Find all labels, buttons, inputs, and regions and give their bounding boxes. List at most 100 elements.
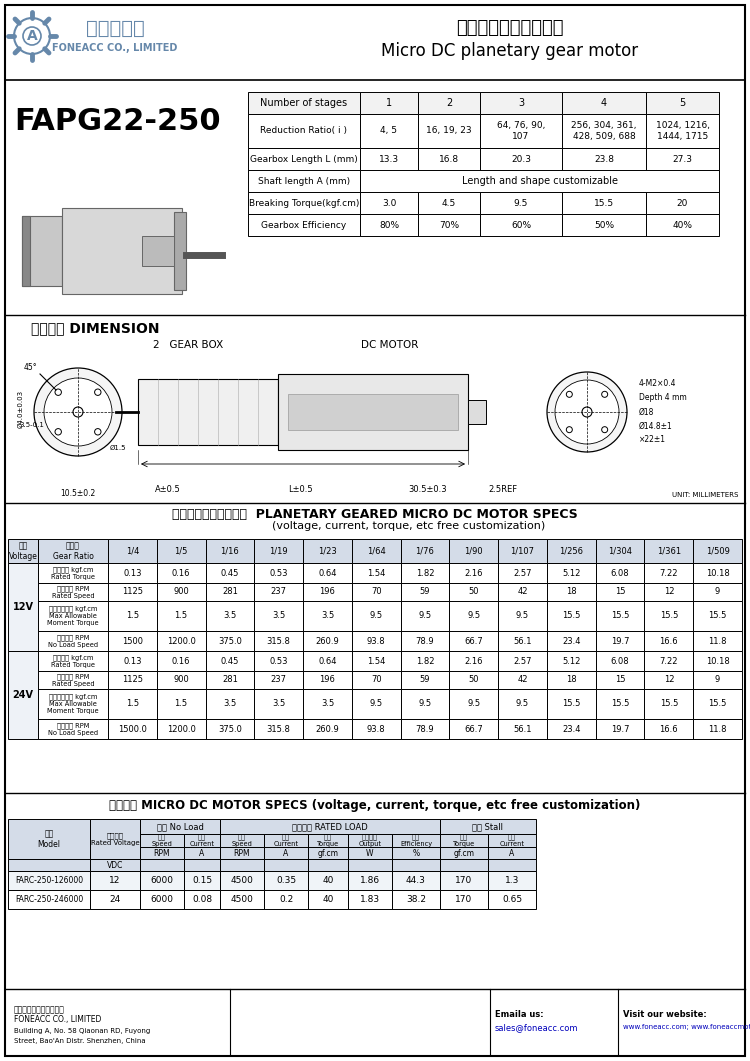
Bar xyxy=(254,719,303,740)
Bar xyxy=(220,819,440,834)
Bar xyxy=(248,92,360,114)
Text: 外形尺寸 DIMENSION: 外形尺寸 DIMENSION xyxy=(31,321,159,335)
Text: 281: 281 xyxy=(222,676,238,684)
Bar xyxy=(90,871,140,890)
Text: 2.57: 2.57 xyxy=(513,657,532,665)
Text: 1024, 1216,
1444, 1715: 1024, 1216, 1444, 1715 xyxy=(656,121,710,141)
Text: 堵转 Stall: 堵转 Stall xyxy=(472,822,503,831)
Bar xyxy=(562,114,646,147)
Text: RPM: RPM xyxy=(154,849,170,857)
Text: (voltage, current, torque, etc free customization): (voltage, current, torque, etc free cust… xyxy=(272,521,545,530)
Bar xyxy=(220,859,264,871)
Text: 70: 70 xyxy=(371,676,382,684)
Bar xyxy=(547,671,596,689)
Bar xyxy=(562,147,646,170)
Bar xyxy=(360,170,719,192)
Bar xyxy=(157,563,206,582)
Text: 转速
Speed: 转速 Speed xyxy=(152,834,172,848)
Bar xyxy=(254,651,303,671)
Bar xyxy=(248,170,360,192)
Text: Length and shape customizable: Length and shape customizable xyxy=(461,176,617,186)
Circle shape xyxy=(94,429,101,435)
Text: 1125: 1125 xyxy=(122,588,143,596)
Text: Gearbox Efficiency: Gearbox Efficiency xyxy=(261,221,346,229)
Bar xyxy=(693,582,742,601)
Text: 3.5: 3.5 xyxy=(272,611,285,621)
Bar xyxy=(596,631,644,651)
Text: 5.12: 5.12 xyxy=(562,569,580,577)
Text: 3: 3 xyxy=(518,98,524,108)
Text: 4500: 4500 xyxy=(230,895,254,904)
Text: 0.13: 0.13 xyxy=(123,569,142,577)
Bar xyxy=(38,601,108,631)
Bar xyxy=(8,871,90,890)
Bar xyxy=(547,601,596,631)
Bar xyxy=(184,834,220,847)
Text: 1/509: 1/509 xyxy=(706,546,730,556)
Text: 额定扭力 kgf.cm
Rated Torque: 额定扭力 kgf.cm Rated Torque xyxy=(51,567,95,579)
Bar xyxy=(140,871,184,890)
Text: 1/304: 1/304 xyxy=(608,546,632,556)
Text: 12: 12 xyxy=(110,876,121,885)
Bar xyxy=(480,192,562,214)
Text: 3.5: 3.5 xyxy=(321,611,334,621)
Text: Depth 4 mm: Depth 4 mm xyxy=(639,394,687,402)
Text: 3.5: 3.5 xyxy=(224,699,236,709)
Bar xyxy=(8,563,38,651)
Bar xyxy=(184,871,220,890)
Text: 19.7: 19.7 xyxy=(610,725,629,733)
Bar xyxy=(352,563,401,582)
Text: 5: 5 xyxy=(680,98,686,108)
Bar xyxy=(157,601,206,631)
Text: 0.64: 0.64 xyxy=(318,657,337,665)
Text: 2.16: 2.16 xyxy=(464,569,483,577)
Text: 260.9: 260.9 xyxy=(316,637,339,645)
Text: 50%: 50% xyxy=(594,221,614,229)
Text: 1/361: 1/361 xyxy=(657,546,681,556)
Text: 40: 40 xyxy=(322,895,334,904)
Text: 9.5: 9.5 xyxy=(516,611,529,621)
Bar xyxy=(547,651,596,671)
Text: 23.4: 23.4 xyxy=(562,725,580,733)
Bar xyxy=(392,859,440,871)
Bar xyxy=(468,400,486,424)
Text: 减速比
Gear Ratio: 减速比 Gear Ratio xyxy=(53,541,94,560)
Text: 0.2: 0.2 xyxy=(279,895,293,904)
Text: 1/23: 1/23 xyxy=(318,546,337,556)
Text: 6000: 6000 xyxy=(151,876,173,885)
Bar xyxy=(693,539,742,563)
Bar xyxy=(352,651,401,671)
Bar xyxy=(38,671,108,689)
Text: 9.5: 9.5 xyxy=(370,699,382,709)
Bar xyxy=(644,689,693,719)
Bar xyxy=(140,819,220,834)
Text: 0.53: 0.53 xyxy=(269,657,288,665)
Bar xyxy=(693,651,742,671)
Text: 9: 9 xyxy=(715,588,720,596)
Text: 0.64: 0.64 xyxy=(318,569,337,577)
Text: 4, 5: 4, 5 xyxy=(380,126,398,136)
Bar xyxy=(498,719,547,740)
Bar xyxy=(562,192,646,214)
Bar xyxy=(498,671,547,689)
Circle shape xyxy=(55,389,62,396)
Bar xyxy=(278,373,468,450)
Bar xyxy=(308,859,348,871)
Text: 40: 40 xyxy=(322,876,334,885)
Bar xyxy=(562,92,646,114)
Bar xyxy=(38,689,108,719)
Bar xyxy=(646,192,719,214)
Bar xyxy=(220,890,264,909)
Bar xyxy=(38,582,108,601)
Text: 196: 196 xyxy=(320,588,335,596)
Bar xyxy=(303,719,352,740)
Text: FARC-250-246000: FARC-250-246000 xyxy=(15,895,83,904)
Text: 20: 20 xyxy=(676,198,688,208)
Bar xyxy=(264,890,308,909)
Bar xyxy=(157,631,206,651)
Text: 效率
Efficiency: 效率 Efficiency xyxy=(400,834,432,848)
Text: 16.6: 16.6 xyxy=(659,637,678,645)
Bar xyxy=(352,582,401,601)
Text: 11.8: 11.8 xyxy=(708,637,727,645)
Text: 1/64: 1/64 xyxy=(367,546,386,556)
